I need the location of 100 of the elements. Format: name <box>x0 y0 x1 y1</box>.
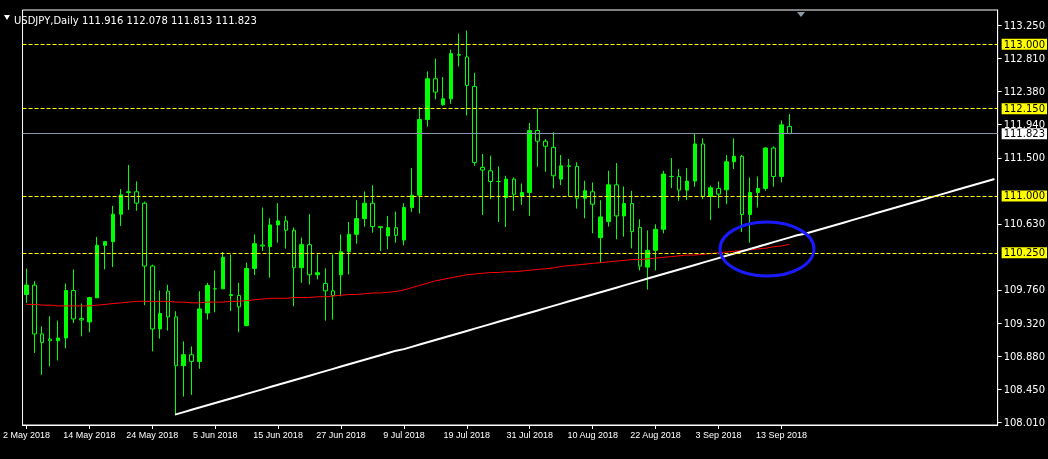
candlestick <box>724 154 729 205</box>
candlestick <box>292 227 296 307</box>
candlestick <box>543 138 548 173</box>
candlestick <box>622 185 626 238</box>
candlestick <box>237 282 241 333</box>
y-tick-label: 108.010 <box>1003 417 1046 429</box>
y-tick-label: 111.500 <box>1003 152 1046 164</box>
candlestick <box>331 253 335 321</box>
candlestick <box>87 296 92 333</box>
candlestick <box>56 320 60 361</box>
x-tick-label: 27 Jun 2018 <box>316 429 366 440</box>
x-tick-label: 14 May 2018 <box>63 429 116 440</box>
y-tick-label: 110.630 <box>1003 218 1046 230</box>
candlestick <box>119 188 123 227</box>
x-tick-label: 31 Jul 2018 <box>506 429 554 440</box>
candlestick <box>166 284 170 332</box>
candlestick <box>339 233 343 297</box>
candlestick <box>590 181 595 234</box>
candlestick <box>64 282 68 349</box>
candlestick <box>158 289 162 340</box>
y-tick-label: 109.760 <box>1003 284 1046 296</box>
candlestick <box>134 180 139 212</box>
candlestick <box>779 120 784 183</box>
candlestick <box>551 131 556 189</box>
candlestick <box>354 199 359 245</box>
x-tick-label: 13 Sep 2018 <box>755 429 807 440</box>
candlestick <box>150 264 155 352</box>
candlestick <box>512 176 516 212</box>
candlestick <box>614 162 619 240</box>
candlestick <box>142 200 147 306</box>
candlestick <box>433 58 438 100</box>
y-tick-label: 112.380 <box>1003 85 1046 97</box>
candlestick <box>276 202 280 244</box>
candlestick <box>504 175 508 228</box>
candlestick <box>740 154 744 233</box>
ref-line-label: 111.823 <box>1003 128 1046 140</box>
candlestick <box>410 167 414 213</box>
y-tick-label: 108.880 <box>1003 351 1046 363</box>
candlestick <box>268 217 272 279</box>
x-tick-label: 3 Sep 2018 <box>695 429 742 440</box>
candlestick <box>583 180 587 219</box>
candlestick <box>520 182 524 206</box>
line-series <box>174 178 995 416</box>
candlestick <box>630 190 634 249</box>
candlestick <box>213 269 217 313</box>
candlestick <box>732 137 736 170</box>
candlestick <box>221 251 225 290</box>
candlestick <box>48 315 52 367</box>
candlestick <box>653 223 658 271</box>
candlestick <box>32 280 37 354</box>
candlestick <box>347 221 351 275</box>
candlestick <box>95 236 99 299</box>
candlestick <box>606 170 611 228</box>
candlestick <box>496 165 501 223</box>
y-tick-label: 109.320 <box>1003 317 1046 329</box>
candlestick <box>708 185 713 221</box>
candlestick <box>645 229 650 291</box>
candlestick <box>111 205 115 268</box>
candlestick <box>284 215 288 250</box>
candlestick <box>378 226 383 252</box>
candlestick <box>79 303 84 337</box>
candlestick <box>701 137 705 200</box>
candlestick <box>126 164 131 211</box>
candlestick <box>716 180 721 209</box>
candlestick <box>756 175 760 209</box>
x-tick-label: 15 Jun 2018 <box>253 429 303 440</box>
candlestick <box>189 345 194 396</box>
candlestick <box>472 72 477 167</box>
candlestick <box>370 184 375 234</box>
candlestick <box>669 157 674 189</box>
candlestick <box>748 176 752 244</box>
candlestick <box>441 76 445 107</box>
candlestick <box>315 253 320 280</box>
candlestick <box>417 106 422 215</box>
candlestick <box>252 233 257 276</box>
candlestick <box>362 190 367 228</box>
candlestick <box>174 310 178 416</box>
candlestick <box>181 340 186 398</box>
candlestick <box>103 240 107 270</box>
candlestick <box>465 30 469 117</box>
candlestick <box>535 107 540 168</box>
candlestick <box>402 202 406 246</box>
candlestick <box>771 145 776 188</box>
line-series <box>25 243 790 307</box>
candlestick <box>480 153 485 216</box>
candlestick <box>685 167 689 201</box>
candlestick <box>457 33 461 67</box>
candlestick <box>386 215 390 250</box>
candlestick <box>567 158 571 197</box>
candlestick <box>488 155 493 200</box>
candlestick <box>323 267 328 322</box>
candlestick <box>394 211 398 244</box>
candlestick <box>307 213 312 285</box>
y-tick-label: 113.250 <box>1003 19 1046 31</box>
candlestick <box>24 268 29 304</box>
candlestick <box>197 290 202 370</box>
candlestick <box>677 168 681 202</box>
candlestick <box>71 268 76 324</box>
candlestick <box>598 199 603 264</box>
ref-line-label: 113.000 <box>1003 38 1046 50</box>
